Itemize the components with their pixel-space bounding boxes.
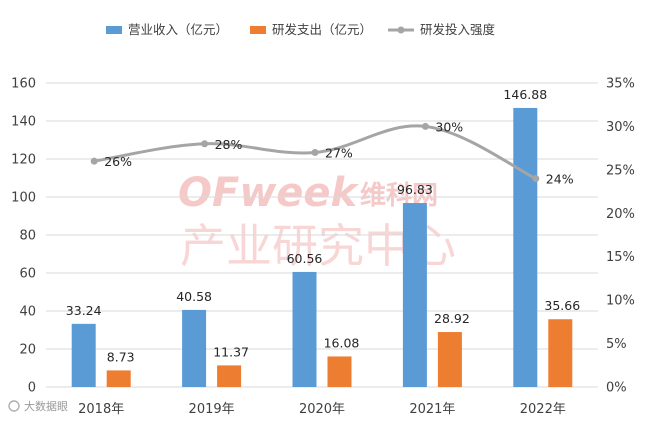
- y-right-tick-label: 10%: [606, 294, 635, 309]
- legend-label: 研发投入强度: [420, 22, 496, 37]
- y-right-tick-label: 25%: [606, 163, 635, 178]
- rnd-bar: [437, 332, 462, 387]
- y-left-tick-label: 140: [11, 115, 36, 130]
- y-right-tick-label: 5%: [606, 337, 627, 352]
- data-labels: 33.24 40.58 60.56 96.83 146.88 8.73 11.37 16.08…: [66, 87, 580, 364]
- rnd-data-label: 35.66: [544, 298, 580, 313]
- revenue-bar: [292, 271, 317, 387]
- revenue-data-label: 146.88: [503, 87, 547, 102]
- intensity-data-label: 26%: [104, 154, 132, 169]
- revenue-data-label: 40.58: [176, 289, 212, 304]
- line-series: [90, 122, 540, 183]
- legend-swatch: [250, 26, 266, 34]
- legend-label: 营业收入（亿元）: [128, 22, 228, 37]
- corner-logo: 大数据眼: [8, 399, 68, 413]
- revenue-data-label: 96.83: [397, 182, 433, 197]
- intensity-point: [532, 175, 540, 183]
- x-tick-label: 2018年: [78, 402, 124, 417]
- x-tick-label: 2021年: [409, 402, 455, 417]
- revenue-data-label: 33.24: [66, 303, 102, 318]
- y-left-tick-label: 80: [19, 229, 36, 244]
- intensity-data-label: 27%: [325, 145, 353, 160]
- y-right-tick-label: 30%: [606, 120, 635, 135]
- legend-marker: [397, 26, 405, 34]
- y-left-tick-label: 20: [19, 343, 36, 358]
- rnd-bar: [217, 365, 242, 387]
- intensity-data-label: 30%: [435, 119, 463, 134]
- y-right-tick-label: 20%: [606, 207, 635, 222]
- rnd-bar: [327, 356, 352, 387]
- logo-text: 大数据眼: [24, 399, 68, 413]
- watermark-latin: OFweek: [178, 170, 360, 216]
- legend-swatch: [106, 26, 122, 34]
- intensity-point: [421, 122, 429, 130]
- intensity-point: [311, 148, 319, 156]
- intensity-point: [201, 140, 209, 148]
- y-left-tick-label: 0: [28, 381, 36, 396]
- y-left-tick-label: 120: [11, 153, 36, 168]
- rnd-data-label: 11.37: [213, 344, 249, 359]
- y-axis-left: 0 20 40 60 80 100 120 140 160: [11, 77, 36, 396]
- rnd-data-label: 8.73: [107, 349, 135, 364]
- intensity-data-label: 28%: [215, 137, 243, 152]
- logo-icon: [8, 400, 20, 412]
- revenue-bar: [513, 107, 538, 387]
- x-tick-label: 2022年: [520, 402, 566, 417]
- y-left-tick-label: 100: [11, 191, 36, 206]
- y-left-tick-label: 40: [19, 305, 36, 320]
- legend-label: 研发支出（亿元）: [272, 22, 372, 37]
- x-axis: 2018年 2019年 2020年 2021年 2022年: [46, 386, 598, 417]
- y-right-tick-label: 35%: [606, 77, 635, 92]
- rnd-data-label: 28.92: [434, 311, 470, 326]
- intensity-data-label: 24%: [546, 172, 574, 187]
- y-left-tick-label: 160: [11, 77, 36, 92]
- rnd-bar: [548, 319, 573, 387]
- x-tick-label: 2019年: [189, 402, 235, 417]
- y-left-tick-label: 60: [19, 267, 36, 282]
- legend: 营业收入（亿元） 研发支出（亿元） 研发投入强度: [106, 22, 496, 37]
- x-tick-label: 2020年: [299, 402, 345, 417]
- y-right-tick-label: 15%: [606, 250, 635, 265]
- revenue-bar: [402, 203, 427, 387]
- intensity-point: [90, 157, 98, 165]
- rnd-bar: [106, 370, 131, 387]
- y-axis-right: 0% 5% 10% 15% 20% 25% 30% 35%: [606, 77, 635, 396]
- y-right-tick-label: 0%: [606, 381, 627, 396]
- bar-series: [71, 107, 573, 387]
- revenue-data-label: 60.56: [287, 251, 323, 266]
- rnd-data-label: 16.08: [324, 335, 360, 350]
- revenue-bar: [182, 309, 207, 387]
- revenue-bar: [71, 323, 96, 387]
- gridlines: [46, 82, 598, 350]
